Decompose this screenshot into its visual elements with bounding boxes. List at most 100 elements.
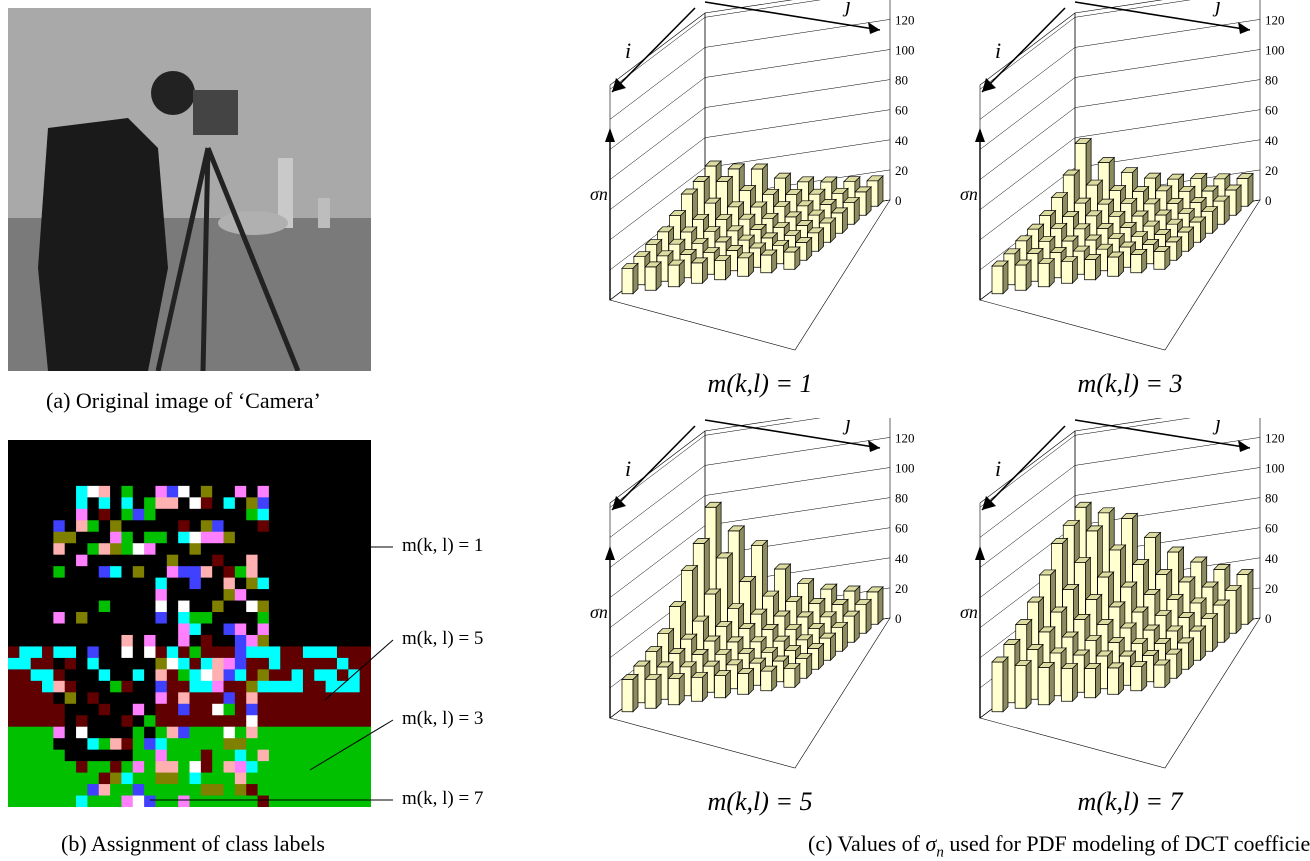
bar-top [1097, 157, 1116, 163]
bar-top [691, 615, 710, 622]
bar-top [679, 226, 698, 233]
tick-label: 20 [1265, 581, 1278, 596]
bar-side [1025, 659, 1032, 710]
gridline [704, 139, 891, 169]
bar-top [1224, 184, 1242, 191]
bar-top [771, 239, 790, 246]
bar-top [737, 234, 756, 241]
bar-top [1014, 259, 1032, 266]
tick-label: 60 [895, 521, 908, 536]
bar-top [703, 197, 722, 204]
bar-side [632, 673, 639, 713]
camera-photo [8, 8, 371, 371]
bar-top [1178, 185, 1196, 192]
bar-top [1120, 512, 1139, 519]
bar-top [1201, 581, 1219, 588]
bar-top [1212, 195, 1231, 202]
tick-label: 40 [1265, 551, 1278, 566]
bar-top [749, 608, 768, 615]
bar-top [1049, 647, 1067, 654]
bar-top [1153, 246, 1171, 252]
bar-top [773, 172, 792, 179]
axis-j-label: j [1212, 418, 1221, 435]
bar-top [796, 578, 815, 584]
bar-top [1074, 138, 1092, 144]
i-arrowhead [612, 496, 626, 510]
tick-label: 20 [1265, 163, 1278, 178]
bar-top [1141, 239, 1160, 245]
gridline [1074, 0, 1191, 18]
bar-front [644, 266, 657, 291]
gridline [609, 495, 706, 568]
bar-top [691, 649, 709, 655]
bar-top [656, 226, 675, 233]
tick-label: 80 [895, 73, 908, 88]
bar-top [1084, 635, 1102, 641]
bar-top [761, 590, 780, 597]
bar-front [621, 679, 634, 713]
bar-top [1154, 569, 1173, 575]
bar-top [702, 660, 721, 667]
bar-top [1120, 167, 1139, 173]
bar-top [644, 261, 662, 268]
z-arrowhead [605, 546, 615, 560]
bar-top [1176, 226, 1195, 233]
bar-top [1073, 197, 1092, 204]
bar-top [1200, 206, 1219, 213]
bar-top [736, 668, 755, 674]
bar-top [726, 225, 744, 232]
i-arrowhead [982, 496, 996, 510]
bar-top [1213, 173, 1231, 180]
bar-top [1143, 172, 1162, 179]
bar-top [1038, 569, 1057, 576]
bar-front [991, 265, 1004, 295]
bar-top [1060, 663, 1079, 669]
bar-top [1106, 662, 1125, 669]
caption-a: (a) Original image of ‘Camera’ [46, 388, 321, 413]
i-arrowhead [982, 78, 996, 92]
bar-top [830, 621, 849, 628]
bar-top [808, 188, 826, 195]
bar-top [1014, 619, 1033, 625]
bar-top [738, 213, 756, 220]
bar-top [1143, 532, 1162, 538]
j-arrowhead [1238, 440, 1250, 452]
gridline [609, 77, 706, 150]
bar-front [1153, 251, 1166, 270]
gridline [1074, 49, 1261, 78]
bar-top [668, 648, 686, 654]
sigma-label: σn [960, 602, 978, 622]
bar-side [1095, 662, 1101, 699]
bar-side [1048, 661, 1055, 706]
j-arrowhead [1238, 22, 1250, 34]
bar-top [726, 603, 745, 609]
bar-top [1142, 220, 1161, 227]
bar-top [1049, 247, 1067, 253]
bar-front [783, 668, 796, 688]
bar-side [1072, 662, 1078, 703]
caption-b: (b) Assignment of class labels [61, 831, 325, 856]
bar-top [715, 176, 734, 182]
bar-top [748, 657, 767, 664]
gridline [979, 77, 1076, 150]
bar-top [991, 260, 1009, 267]
bar-front [714, 260, 726, 281]
bar-top [760, 646, 779, 653]
bar-top [761, 188, 780, 195]
bar-top [1026, 248, 1044, 254]
gridline [979, 167, 1076, 240]
bar-top [1097, 507, 1116, 514]
bar-top [1108, 210, 1126, 217]
bar-top [772, 635, 791, 642]
bar-top [713, 255, 732, 261]
bar-front [1037, 667, 1050, 706]
bar-top [1061, 235, 1079, 242]
bar-top [1037, 662, 1056, 668]
tick-label: 100 [895, 461, 915, 476]
bar-top [703, 226, 721, 233]
axis-i-label: i [995, 38, 1001, 63]
bar-front [691, 676, 703, 702]
gridline [979, 137, 1076, 210]
bar-top [1049, 222, 1068, 229]
